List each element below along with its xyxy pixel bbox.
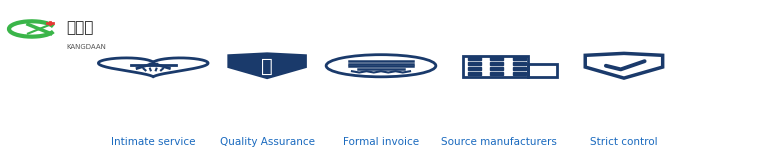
Polygon shape bbox=[229, 53, 306, 78]
FancyBboxPatch shape bbox=[490, 72, 503, 75]
Text: 保: 保 bbox=[261, 57, 273, 76]
FancyBboxPatch shape bbox=[468, 67, 481, 70]
FancyBboxPatch shape bbox=[468, 57, 481, 60]
Text: Intimate service: Intimate service bbox=[111, 137, 196, 147]
Text: KANGDAAN: KANGDAAN bbox=[66, 44, 106, 50]
Text: 康达安: 康达安 bbox=[66, 20, 93, 35]
FancyBboxPatch shape bbox=[513, 62, 526, 65]
FancyBboxPatch shape bbox=[490, 57, 503, 60]
FancyBboxPatch shape bbox=[490, 62, 503, 65]
FancyBboxPatch shape bbox=[490, 67, 503, 70]
Text: Formal invoice: Formal invoice bbox=[343, 137, 419, 147]
Text: Strict control: Strict control bbox=[590, 137, 658, 147]
Text: Source manufacturers: Source manufacturers bbox=[440, 137, 556, 147]
FancyBboxPatch shape bbox=[513, 57, 526, 60]
FancyBboxPatch shape bbox=[513, 72, 526, 75]
FancyBboxPatch shape bbox=[468, 72, 481, 75]
FancyBboxPatch shape bbox=[468, 62, 481, 65]
Text: Quality Assurance: Quality Assurance bbox=[219, 137, 315, 147]
FancyBboxPatch shape bbox=[513, 67, 526, 70]
